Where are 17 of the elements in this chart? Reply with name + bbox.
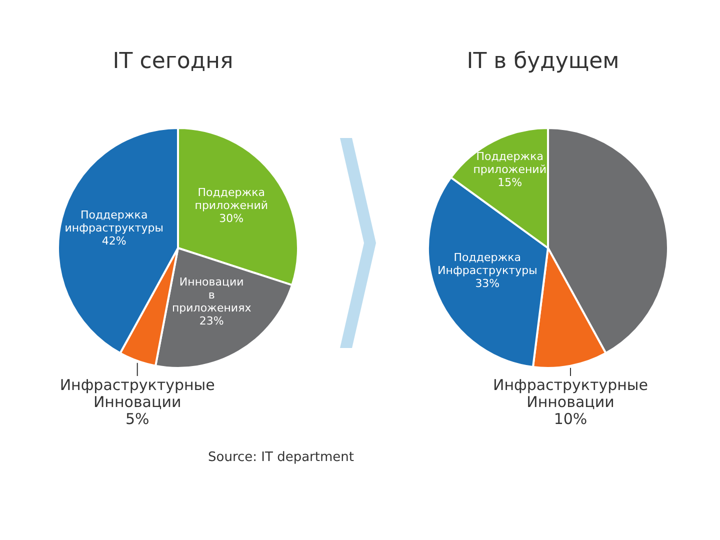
slice-label: Поддержка приложений — [194, 186, 268, 212]
data-label: 5% — [125, 410, 150, 428]
data-label: 15% — [498, 176, 522, 190]
slice-label: Поддержка инфраструктуры — [64, 208, 164, 235]
data-label: 33% — [475, 277, 500, 290]
chart-title: IT в будущем — [466, 49, 620, 74]
data-label: 23% — [199, 314, 224, 328]
slice-label: Инфраструктурные Инновации — [492, 376, 648, 411]
source-note: Source: IT department — [208, 450, 354, 465]
slice-label: Инновации в приложениях — [172, 275, 252, 314]
data-label: 42% — [102, 234, 126, 248]
data-label: 30% — [219, 212, 244, 226]
slice-label: Инфраструктурные Инновации — [60, 376, 215, 411]
slice-label: Поддержка Инфраструктуры — [438, 251, 538, 278]
chart-title: IT сегодня — [112, 49, 234, 74]
slice-label: Поддержка приложений — [473, 150, 546, 176]
data-label: 10% — [554, 410, 588, 428]
